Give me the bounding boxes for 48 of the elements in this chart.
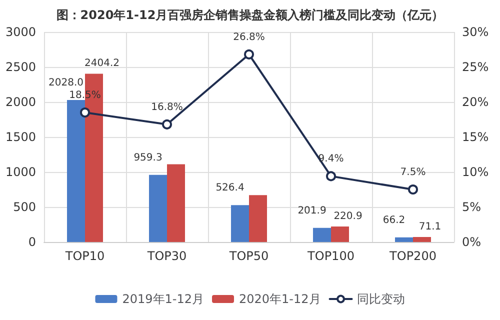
bar — [249, 195, 267, 242]
x-tick-label: TOP200 — [388, 249, 436, 263]
data-label: 201.9 — [298, 205, 326, 216]
point — [326, 171, 336, 182]
point — [162, 119, 172, 130]
data-label: 2028.0 — [48, 78, 84, 89]
legend-label: 同比变动 — [356, 292, 405, 306]
x-tick-label: TOP100 — [306, 249, 354, 263]
data-label: 220.9 — [334, 211, 362, 222]
data-label: 16.8% — [151, 102, 183, 113]
data-label: 2404.2 — [84, 58, 120, 70]
bar — [413, 237, 431, 242]
bar — [231, 205, 249, 242]
y2-tick-label: 20% — [462, 95, 489, 109]
y-tick-label: 0 — [28, 235, 36, 249]
bar — [313, 228, 331, 242]
y-tick-label: 1500 — [5, 130, 36, 144]
y2-tick-label: 5% — [462, 200, 482, 214]
y2-tick-label: 15% — [462, 130, 489, 144]
y-tick-label: 2000 — [5, 95, 36, 109]
bar — [167, 164, 185, 242]
y-tick-label: 500 — [13, 200, 36, 214]
y2-tick-label: 30% — [462, 25, 489, 39]
data-label: 26.8% — [233, 32, 265, 43]
bar — [395, 237, 413, 242]
bar — [331, 226, 349, 242]
y2-tick-label: 0% — [462, 235, 482, 249]
bar — [67, 100, 85, 242]
data-label: 66.2 — [382, 214, 406, 226]
legend-label: 2019年1-12月 — [122, 292, 204, 306]
data-label: 7.5% — [400, 167, 426, 178]
bar — [149, 174, 167, 242]
y2-tick-label: 25% — [462, 60, 489, 74]
data-label: 71.1 — [418, 222, 442, 233]
point — [408, 184, 418, 194]
y-tick-label: 2500 — [5, 60, 36, 74]
chart-title: 图：2020年1-12月百强房企销售操盘金额入榜门槛及同比变动（亿元） — [56, 8, 444, 22]
x-tick-label: TOP50 — [228, 249, 269, 263]
y-tick-label: 1000 — [5, 165, 36, 179]
data-label: 526.4 — [216, 182, 244, 194]
legend-label: 2020年1-12月 — [239, 292, 321, 306]
x-tick-label: TOP10 — [64, 249, 105, 263]
point — [80, 108, 90, 118]
y-tick-label: 3000 — [5, 25, 36, 39]
x-tick-label: TOP30 — [146, 249, 187, 263]
point — [244, 49, 254, 60]
data-label: 959.3 — [134, 152, 162, 164]
y2-tick-label: 10% — [462, 165, 489, 179]
